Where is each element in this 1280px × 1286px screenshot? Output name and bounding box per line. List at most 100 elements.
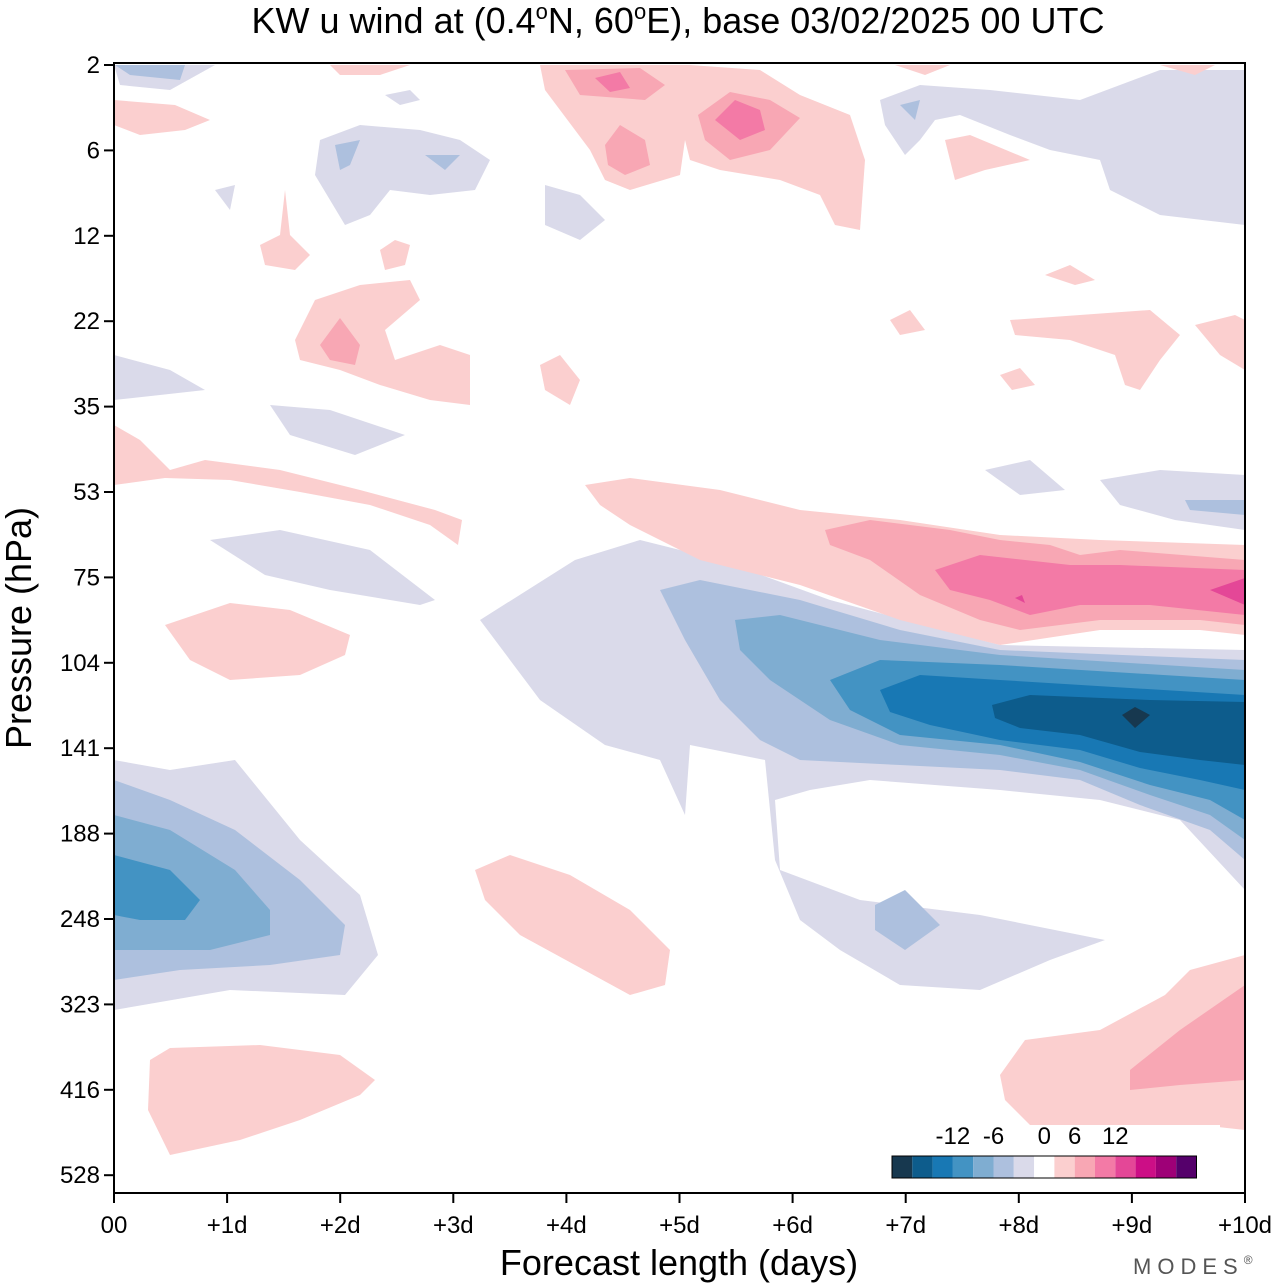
contour-region (945, 135, 1030, 180)
colorbar-swatch (892, 1156, 913, 1178)
y-tick-label: 416 (60, 1077, 100, 1104)
contour-region (330, 65, 410, 75)
colorbar-swatch (1034, 1156, 1055, 1178)
colorbar-tick-label: 0 (1038, 1123, 1051, 1150)
contour-region (605, 125, 650, 175)
y-tick-label: 35 (73, 394, 100, 421)
contour-region (115, 65, 185, 80)
contour-region (1185, 500, 1245, 515)
contour-region (540, 65, 865, 230)
colorbar-swatch (993, 1156, 1014, 1178)
contour-region (545, 185, 605, 240)
y-tick-label: 323 (60, 991, 100, 1018)
x-tick-label: +7d (885, 1212, 926, 1239)
contour-region (1010, 310, 1180, 390)
contour-region (270, 405, 405, 455)
contour-region (715, 100, 765, 140)
contour-region (380, 240, 410, 270)
colorbar-swatch (1176, 1156, 1197, 1178)
contour-region (1015, 595, 1025, 603)
y-tick-label: 248 (60, 906, 100, 933)
contour-region (880, 70, 1245, 225)
contour-region (295, 280, 470, 405)
contour-region (114, 425, 462, 545)
colorbar-swatch (952, 1156, 974, 1178)
x-tick-label: +4d (546, 1212, 587, 1239)
colorbar-swatch (973, 1156, 994, 1178)
colorbar-swatch (912, 1156, 933, 1178)
colorbar-swatch (1115, 1156, 1136, 1178)
chart-title: KW u wind at (0.4oN, 60oE), base 03/02/2… (252, 0, 1105, 41)
x-tick-label: +5d (659, 1212, 700, 1239)
contour-region (1122, 707, 1150, 728)
contour-region (215, 185, 235, 210)
contour-region (210, 530, 435, 605)
brand-logo: MODES® (1133, 1253, 1253, 1279)
contour-region (1130, 985, 1245, 1090)
x-axis: 00 +1d +2d +3d +4d +5d +6d +7d +8d +9d +10d (101, 1193, 1272, 1239)
colorbar-swatch (1095, 1156, 1116, 1178)
y-tick-label: 2 (87, 52, 100, 79)
y-tick-label: 75 (73, 564, 100, 591)
y-tick-label: 141 (60, 735, 100, 762)
x-tick-label: +6d (772, 1212, 813, 1239)
y-tick-label: 12 (73, 223, 100, 250)
contour-region (875, 890, 940, 950)
contour-region (114, 855, 200, 920)
contour-region (540, 355, 580, 405)
contour-region (1100, 470, 1245, 530)
contour-region (148, 1045, 375, 1155)
x-axis-label: Forecast length (days) (500, 1242, 858, 1283)
colorbar-tick-label: -6 (983, 1123, 1004, 1150)
y-tick-label: 104 (60, 650, 100, 677)
x-tick-label: +3d (433, 1212, 474, 1239)
colorbar-frame (891, 1155, 1197, 1179)
x-tick-label: +1d (207, 1212, 248, 1239)
x-tick-label: +2d (320, 1212, 361, 1239)
colorbar-tick-label: 6 (1068, 1123, 1081, 1150)
y-axis: 2 6 12 22 35 53 75 104 141 188 248 323 416 528 (60, 52, 114, 1189)
contour-region (935, 555, 1245, 615)
contour-region (114, 100, 210, 135)
contour-region (1000, 955, 1245, 1130)
y-tick-label: 6 (87, 137, 100, 164)
contour-field (114, 65, 1245, 1155)
contour-region (595, 72, 630, 92)
colorbar-tick-label: -12 (936, 1123, 971, 1150)
y-tick-label: 188 (60, 821, 100, 848)
y-tick-label: 528 (60, 1162, 100, 1189)
contour-region (165, 603, 350, 680)
contour-region (335, 140, 460, 170)
contour-region (900, 100, 920, 120)
x-tick-label: +9d (1112, 1212, 1153, 1239)
colorbar-swatch (1054, 1156, 1075, 1178)
y-tick-label: 53 (73, 479, 100, 506)
colorbar-swatch (932, 1156, 953, 1178)
contour-region (1210, 578, 1245, 605)
contour-region (1000, 368, 1035, 390)
contour-region (385, 90, 420, 105)
contour-region (475, 855, 670, 995)
contour-region (890, 310, 925, 335)
contour-region (114, 355, 205, 400)
y-axis-label: Pressure (hPa) (0, 507, 39, 749)
colorbar-swatch (1155, 1156, 1177, 1178)
contour-region (1045, 265, 1095, 285)
colorbar-tick-label: 12 (1102, 1123, 1129, 1150)
contour-region (315, 125, 490, 225)
contour-region (320, 318, 360, 365)
contour-region (985, 460, 1065, 495)
contour-region (260, 190, 310, 270)
colorbar-swatch (1013, 1156, 1035, 1178)
contour-region (895, 65, 1215, 75)
x-tick-label: +10d (1218, 1212, 1272, 1239)
colorbar-swatch (1135, 1156, 1156, 1178)
contour-region (1195, 315, 1245, 370)
x-tick-label: +8d (998, 1212, 1039, 1239)
colorbar-swatch (1074, 1156, 1095, 1178)
contour-region (992, 695, 1245, 765)
x-tick-label: 00 (101, 1212, 128, 1239)
y-tick-label: 22 (73, 308, 100, 335)
colorbar-legend: -12 -6 0 6 12 (890, 1123, 1220, 1182)
